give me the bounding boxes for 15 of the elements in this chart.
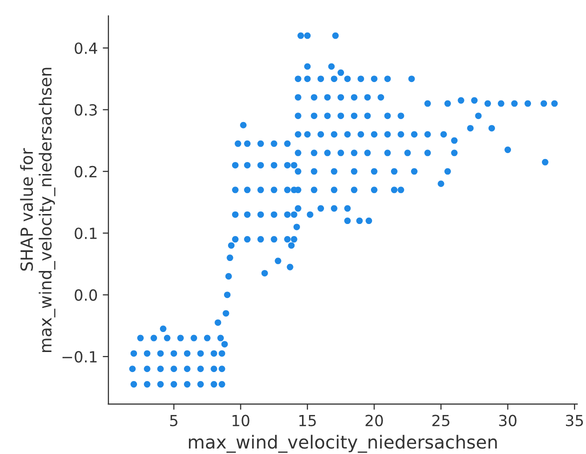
- y-tick-label: 0.4: [74, 42, 98, 54]
- y-tick-label: 0.3: [74, 104, 97, 116]
- y-tick-label: 0.0: [74, 289, 97, 301]
- x-tick-label: 10: [232, 414, 250, 426]
- y-tick-label: 0.2: [74, 166, 96, 178]
- x-tick-label: 5: [170, 414, 178, 426]
- y-axis-title: SHAP value for max_wind_velocity_niedersachsen: [20, 68, 56, 352]
- x-axis-title: max_wind_velocity_niedersachsen: [188, 434, 497, 453]
- x-tick-label: 15: [299, 414, 316, 426]
- x-tick-label: 35: [566, 414, 583, 426]
- x-tick-label: 30: [499, 414, 516, 426]
- y-tick-label: −0.1: [62, 351, 97, 363]
- y-tick-label: 0.1: [74, 228, 97, 240]
- x-tick-label: 20: [366, 414, 383, 426]
- x-tick-label: 25: [432, 414, 450, 426]
